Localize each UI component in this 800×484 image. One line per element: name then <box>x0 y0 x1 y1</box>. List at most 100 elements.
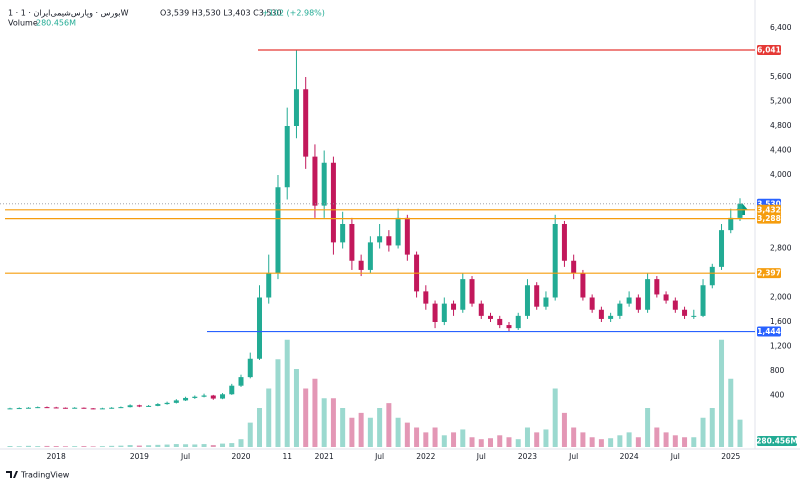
candle-body <box>506 325 512 329</box>
volume-bar <box>155 444 161 447</box>
y-tick-label: 2,000 <box>770 293 792 302</box>
candle-body <box>488 315 494 319</box>
candle-body <box>81 407 87 409</box>
candle-body <box>386 236 392 246</box>
candle-body <box>635 297 641 310</box>
candle-body <box>377 236 383 243</box>
volume-bar <box>136 445 142 447</box>
volume-bar <box>515 439 521 447</box>
price-tag <box>757 204 781 215</box>
candle-body <box>478 303 484 316</box>
candle-body <box>136 405 142 407</box>
candle-body <box>53 407 59 409</box>
candle-body <box>469 279 475 304</box>
candle-body <box>543 297 549 307</box>
candle-body <box>349 224 355 261</box>
y-tick-label: 4,400 <box>770 146 792 155</box>
candle-body <box>7 408 13 410</box>
candle-body <box>201 395 207 397</box>
candle-body <box>682 309 688 316</box>
candle-body <box>524 285 530 316</box>
volume-bar <box>90 446 96 447</box>
candle-body <box>210 395 216 399</box>
candle-body <box>303 89 309 157</box>
candle-body <box>44 407 50 409</box>
candle-body <box>367 242 373 270</box>
volume-bar <box>284 339 290 447</box>
x-tick-label: 11 <box>282 452 292 461</box>
candle-body <box>146 405 152 407</box>
volume-bar <box>552 388 558 447</box>
candle-body <box>580 273 586 298</box>
volume-bar <box>266 388 272 447</box>
x-tick-label: 2023 <box>518 452 537 461</box>
volume-bar <box>173 444 179 447</box>
volume-value: 280.456M <box>36 19 76 28</box>
candle-body <box>192 396 198 398</box>
candle-body <box>321 162 327 206</box>
candle-body <box>497 318 503 326</box>
volume-bar <box>25 445 31 447</box>
volume-bar <box>109 445 115 447</box>
candle-body <box>423 291 429 304</box>
price-tag <box>757 326 781 337</box>
x-tick-label: 2018 <box>47 452 66 461</box>
volume-bar <box>192 444 198 447</box>
candle-body <box>691 315 697 317</box>
candle-body <box>266 273 272 298</box>
candle-body <box>35 407 41 409</box>
volume-bar <box>506 437 512 447</box>
tradingview-logo: TradingView <box>6 471 70 480</box>
price-tag-label: 3,432 <box>757 205 781 214</box>
price-tag-label: 3,530 <box>757 199 781 208</box>
volume-bar <box>469 437 475 447</box>
candle-body <box>608 315 614 319</box>
candle-body <box>183 397 189 401</box>
candle-body <box>571 260 577 273</box>
volume-bar <box>229 443 235 447</box>
volume-bar <box>488 438 494 447</box>
price-tag <box>757 268 781 279</box>
volume-bar <box>367 417 373 447</box>
volume-bar <box>524 427 530 447</box>
price-tag <box>757 213 781 224</box>
x-tick-label: Jul <box>476 452 486 461</box>
volume-bar <box>183 444 189 447</box>
candle-body <box>72 407 78 409</box>
logo-mark <box>6 471 18 478</box>
volume-bar <box>72 446 78 447</box>
volume-bar <box>534 432 540 447</box>
candle-body <box>719 230 725 267</box>
candle-body <box>16 408 22 410</box>
volume-bar <box>146 445 152 447</box>
volume-bar <box>478 439 484 447</box>
price-tag-label: 3,288 <box>757 214 781 223</box>
volume-bar <box>691 437 697 447</box>
candle-body <box>62 407 68 409</box>
volume-bar <box>127 445 133 447</box>
candle-body <box>99 408 105 410</box>
change-text: +102 (+2.98%) <box>262 9 325 18</box>
candle-body <box>534 285 540 307</box>
volume-bar <box>358 412 364 447</box>
volume-bar <box>99 446 105 447</box>
candle-body <box>220 394 226 399</box>
volume-bar <box>404 422 410 447</box>
candle-body <box>90 408 96 410</box>
candle-body <box>164 402 170 405</box>
x-tick-label: 2020 <box>231 452 250 461</box>
candle-body <box>672 300 678 310</box>
price-tag <box>757 44 781 55</box>
symbol-title: 1 · بورس · وپارس‌شیمی‌ایران · 1W <box>8 9 129 18</box>
volume-bar <box>321 398 327 447</box>
volume-bar <box>598 439 604 447</box>
volume-bar <box>247 422 253 447</box>
candle-body <box>340 224 346 243</box>
y-tick-label: 4,800 <box>770 121 792 130</box>
volume-bar <box>377 408 383 447</box>
x-tick-label: Jul <box>670 452 680 461</box>
volume-bar <box>423 432 429 447</box>
volume-bar <box>414 427 420 447</box>
volume-bar <box>118 445 124 447</box>
